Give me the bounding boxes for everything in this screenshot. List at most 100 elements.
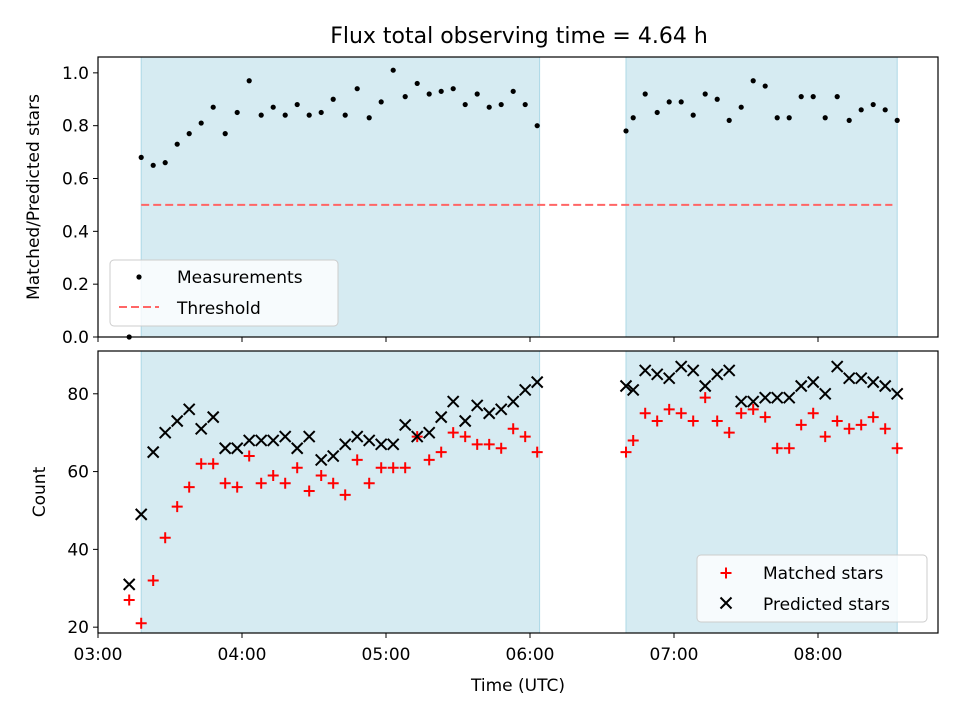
matched-star-point — [207, 458, 219, 470]
measurement-point — [623, 128, 629, 134]
measurement-point — [450, 86, 456, 92]
legend-label: Predicted stars — [763, 595, 890, 615]
measurement-point — [246, 78, 252, 84]
predicted-star-point — [698, 379, 712, 393]
measurement-point — [846, 117, 852, 123]
measurement-point — [438, 88, 444, 94]
matched-star-point — [435, 446, 447, 458]
matched-star-point — [663, 403, 675, 415]
predicted-star-point — [619, 379, 633, 393]
predicted-star-point — [374, 438, 388, 451]
matched-star-point — [387, 462, 399, 474]
predicted-star-point — [170, 414, 184, 428]
measurement-point — [426, 91, 432, 97]
predicted-star-point — [770, 391, 784, 404]
y-tick-label: 0.4 — [62, 222, 89, 242]
y-tick-label: 0.2 — [62, 275, 89, 295]
measurement-point — [738, 104, 744, 110]
predicted-star-point — [410, 430, 424, 443]
measurement-point — [798, 94, 804, 100]
matched-star-point — [183, 481, 195, 493]
matched-star-point — [171, 501, 183, 513]
matched-star-point — [459, 431, 471, 443]
matched-star-point — [495, 442, 507, 454]
measurement-point — [378, 99, 384, 105]
axes-frame — [97, 350, 939, 634]
predicted-star-point — [122, 578, 136, 591]
predicted-star-point — [890, 387, 904, 400]
measurement-point — [858, 107, 864, 113]
measurement-point — [222, 131, 228, 137]
matched-star-point — [243, 450, 255, 462]
matched-star-point — [759, 411, 771, 423]
measurement-point — [726, 117, 732, 123]
predicted-star-point — [782, 391, 796, 404]
legend: Measurements Threshold — [109, 259, 339, 327]
measurement-point — [306, 112, 312, 118]
matched-star-point — [519, 431, 531, 443]
matched-star-point — [123, 594, 135, 606]
predicted-star-point — [398, 418, 412, 432]
measurement-point — [678, 99, 684, 105]
matched-star-point — [135, 617, 147, 629]
matched-star-point — [291, 462, 303, 474]
predicted-star-point — [626, 383, 640, 397]
axes-frame — [97, 56, 939, 338]
predicted-star-point — [482, 407, 496, 420]
predicted-star-point — [854, 372, 868, 385]
matched-star-point — [699, 392, 711, 404]
measurement-point — [234, 109, 240, 116]
measurement-point — [822, 115, 828, 121]
measurement-point — [198, 120, 204, 126]
measurement-point — [402, 94, 408, 100]
measurement-point — [894, 117, 900, 123]
measurement-point — [750, 78, 756, 84]
predicted-star-point — [146, 445, 160, 459]
matched-star-point — [843, 423, 855, 435]
y-tick-label: 0.8 — [62, 117, 89, 137]
ratio-panel: 0.0 0.2 0.4 0.6 0.8 1.0 Matched/Predicted star… — [24, 56, 939, 348]
measurement-point — [522, 101, 528, 108]
matched-star-point — [363, 477, 375, 489]
x-tick-label: 04:00 — [218, 645, 267, 665]
y-axis-label: Count — [30, 466, 50, 517]
measurement-point — [810, 94, 816, 100]
predicted-star-point — [710, 368, 724, 381]
matched-star-point — [327, 477, 339, 489]
matched-star-point — [687, 415, 699, 427]
matched-star-point — [375, 462, 387, 474]
measurement-point — [870, 101, 876, 108]
predicted-star-point — [806, 375, 820, 389]
predicted-star-point — [422, 426, 436, 439]
matched-star-point — [831, 415, 843, 427]
matched-star-point — [795, 419, 807, 431]
matched-star-point — [735, 407, 747, 419]
predicted-star-point — [674, 360, 688, 373]
predicted-star-point — [134, 508, 148, 521]
measurement-point — [786, 115, 792, 121]
measurement-point — [630, 115, 636, 121]
measurement-point — [138, 154, 144, 160]
predicted-star-point — [386, 438, 400, 451]
measurement-point — [486, 104, 492, 110]
predicted-star-point — [734, 395, 748, 408]
measurement-point — [462, 101, 468, 108]
observing-window-band — [625, 56, 898, 338]
matched-star-point — [867, 411, 879, 423]
predicted-star-point — [338, 438, 352, 451]
matched-star-point — [711, 415, 723, 427]
predicted-star-point — [494, 403, 508, 416]
matched-star-point — [195, 458, 207, 470]
measurement-point — [414, 80, 420, 87]
x-tick-label: 05:00 — [362, 645, 411, 665]
predicted-star-point — [206, 410, 220, 424]
measurement-point — [330, 96, 336, 102]
y-tick-label: 60 — [67, 463, 89, 483]
measurement-point — [318, 109, 324, 116]
legend-label: Matched stars — [763, 564, 883, 584]
matched-star-point — [423, 454, 435, 466]
predicted-star-point — [794, 379, 808, 393]
predicted-star-point — [458, 414, 472, 428]
legend-box — [109, 259, 339, 327]
